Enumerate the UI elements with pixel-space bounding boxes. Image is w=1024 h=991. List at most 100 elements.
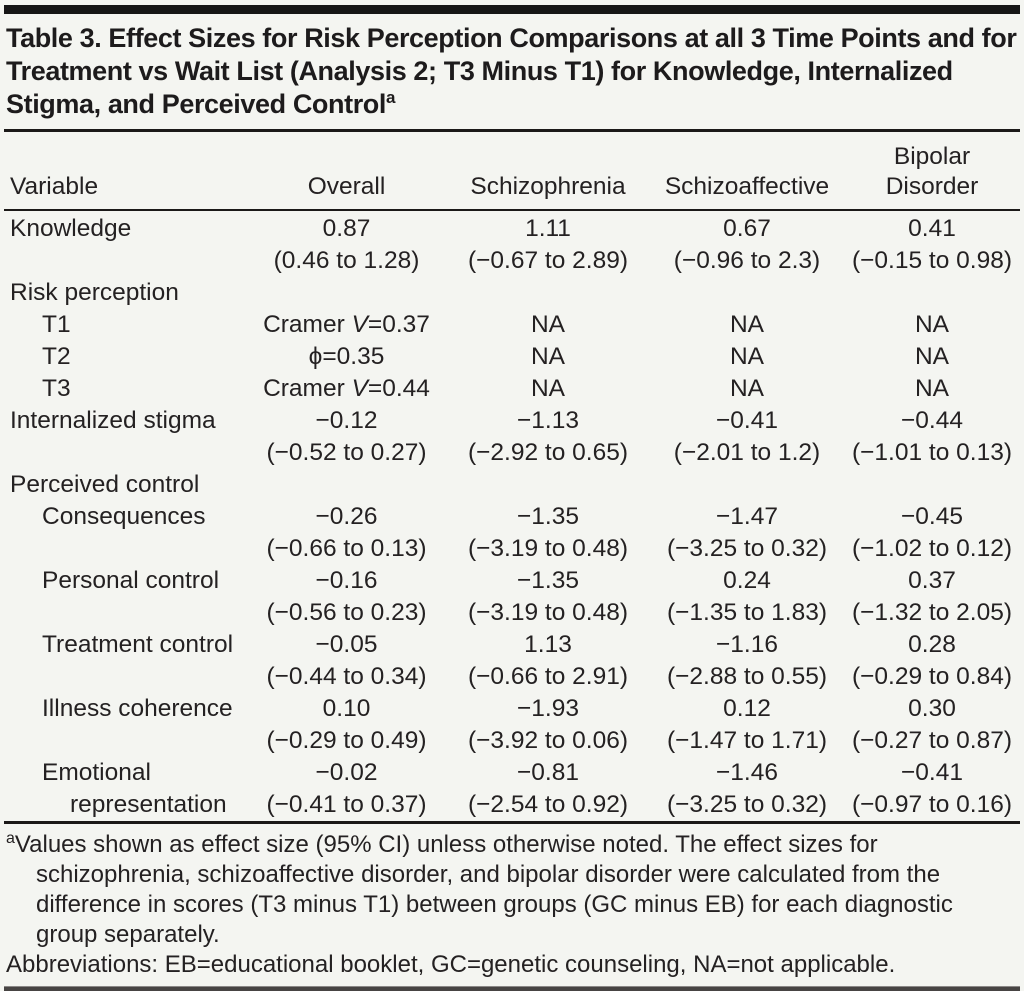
table-footnotes: aValues shown as effect size (95% CI) un… bbox=[6, 830, 1018, 980]
data-cell bbox=[446, 277, 650, 309]
row-label: Knowledge bbox=[10, 215, 132, 242]
data-cell: −1.16 (−2.88 to 0.55) bbox=[650, 629, 844, 693]
table-title-text: Table 3. Effect Sizes for Risk Perceptio… bbox=[6, 23, 1017, 119]
data-cell bbox=[844, 277, 1020, 309]
table-row: Internalized stigma −0.12 (−0.52 to 0.27) −… bbox=[4, 405, 1020, 469]
table-row: Personal control −0.16 (−0.56 to 0.23) −1.3… bbox=[4, 565, 1020, 629]
effect-size-value: −1.16 bbox=[716, 631, 778, 658]
table-row: T1 Cramer V=0.37 NA NA NA bbox=[4, 309, 1020, 341]
confidence-interval: (−2.01 to 1.2) bbox=[673, 439, 821, 466]
row-label: T2 bbox=[42, 343, 71, 370]
row-label: Emotional representation bbox=[42, 759, 227, 818]
data-cell: 0.41 (−0.15 to 0.98) bbox=[844, 210, 1020, 277]
effect-size-value: −0.41 bbox=[901, 759, 963, 786]
effect-size-value: NA bbox=[914, 375, 950, 402]
confidence-interval: (−2.54 to 0.92) bbox=[467, 791, 629, 818]
table-header: Variable Overall Schizophrenia Schizoaff… bbox=[4, 130, 1020, 211]
data-cell: −1.35 (−3.19 to 0.48) bbox=[446, 501, 650, 565]
data-cell: 0.37 (−1.32 to 2.05) bbox=[844, 565, 1020, 629]
table-row: Treatment control −0.05 (−0.44 to 0.34) 1.1… bbox=[4, 629, 1020, 693]
row-label: Personal control bbox=[42, 567, 220, 594]
confidence-interval: (−3.19 to 0.48) bbox=[467, 535, 629, 562]
table-top-rule bbox=[4, 5, 1020, 14]
confidence-interval: (−0.15 to 0.98) bbox=[851, 247, 1013, 274]
effect-size-value: 0.12 bbox=[723, 695, 771, 722]
confidence-interval: (−3.25 to 0.32) bbox=[666, 791, 828, 818]
data-cell bbox=[247, 469, 446, 501]
confidence-interval: (0.46 to 1.28) bbox=[273, 247, 420, 274]
effect-size-value: 0.67 bbox=[723, 215, 771, 242]
effect-size-value: NA bbox=[530, 311, 566, 338]
footnote-a-marker: a bbox=[6, 830, 15, 847]
section-row: Risk perception bbox=[4, 277, 1020, 309]
table-title: Table 3. Effect Sizes for Risk Perceptio… bbox=[6, 22, 1018, 121]
row-label: Treatment control bbox=[42, 631, 234, 658]
data-cell: ϕ=0.35 bbox=[247, 341, 446, 373]
row-label: Consequences bbox=[42, 503, 206, 530]
row-label: Perceived control bbox=[10, 471, 200, 498]
data-cell bbox=[650, 469, 844, 501]
table-row: Illness coherence 0.10 (−0.29 to 0.49) −1.9… bbox=[4, 693, 1020, 757]
confidence-interval: (−0.97 to 0.16) bbox=[851, 791, 1013, 818]
confidence-interval: (−1.47 to 1.71) bbox=[666, 727, 828, 754]
effect-size-value: −0.44 bbox=[901, 407, 963, 434]
effect-size-value: −0.41 bbox=[716, 407, 778, 434]
effect-size-value: 1.11 bbox=[525, 215, 571, 242]
confidence-interval: (−0.29 to 0.84) bbox=[851, 663, 1013, 690]
table-row: Emotional representation −0.02 (−0.41 to 0.… bbox=[4, 757, 1020, 823]
section-row: Perceived control bbox=[4, 469, 1020, 501]
effect-size-value: −1.35 bbox=[517, 503, 579, 530]
data-cell: 0.24 (−1.35 to 1.83) bbox=[650, 565, 844, 629]
data-cell: −0.12 (−0.52 to 0.27) bbox=[247, 405, 446, 469]
confidence-interval: (−0.44 to 0.34) bbox=[266, 663, 427, 690]
data-cell: −0.41 (−2.01 to 1.2) bbox=[650, 405, 844, 469]
footnote-a-text: Values shown as effect size (95% CI) unl… bbox=[14, 831, 953, 948]
data-cell: −1.35 (−3.19 to 0.48) bbox=[446, 565, 650, 629]
effect-size-value: NA bbox=[530, 343, 566, 370]
data-cell: 0.12 (−1.47 to 1.71) bbox=[650, 693, 844, 757]
table-row: Knowledge 0.87 (0.46 to 1.28) 1.11 (−0.67 to… bbox=[4, 210, 1020, 277]
effect-size-table: Variable Overall Schizophrenia Schizoaff… bbox=[4, 129, 1020, 824]
data-cell: NA bbox=[446, 341, 650, 373]
confidence-interval: (−2.88 to 0.55) bbox=[666, 663, 828, 690]
data-cell: 0.87 (0.46 to 1.28) bbox=[247, 210, 446, 277]
effect-size-value: NA bbox=[729, 343, 765, 370]
row-label: Illness coherence bbox=[42, 695, 233, 722]
effect-size-value: 0.30 bbox=[908, 695, 956, 722]
data-cell: −1.93 (−3.92 to 0.06) bbox=[446, 693, 650, 757]
data-cell: 0.67 (−0.96 to 2.3) bbox=[650, 210, 844, 277]
table-row: Consequences −0.26 (−0.66 to 0.13) −1.35 (−3… bbox=[4, 501, 1020, 565]
effect-size-value: Cramer V=0.37 bbox=[263, 311, 430, 338]
effect-size-value: −0.16 bbox=[315, 567, 378, 594]
data-cell: NA bbox=[446, 309, 650, 341]
effect-size-value: NA bbox=[914, 311, 950, 338]
abbreviations-note: Abbreviations: EB=educational booklet, G… bbox=[6, 951, 896, 978]
data-cell: −0.81 (−2.54 to 0.92) bbox=[446, 757, 650, 823]
table-bottom-rule bbox=[4, 986, 1020, 991]
effect-size-value: 0.37 bbox=[908, 567, 956, 594]
effect-size-value: 0.41 bbox=[908, 215, 956, 242]
column-header-bipolar-disorder: Bipolar Disorder bbox=[844, 130, 1020, 211]
column-header-variable: Variable bbox=[4, 130, 247, 211]
effect-size-value: NA bbox=[729, 311, 765, 338]
effect-size-value: −1.35 bbox=[517, 567, 579, 594]
data-cell: NA bbox=[650, 341, 844, 373]
table-row: T2 ϕ=0.35 NA NA NA bbox=[4, 341, 1020, 373]
data-cell: NA bbox=[844, 309, 1020, 341]
confidence-interval: (−0.41 to 0.37) bbox=[266, 791, 427, 818]
effect-size-value: −0.26 bbox=[315, 503, 378, 530]
effect-size-value: 0.28 bbox=[908, 631, 956, 658]
confidence-interval: (−0.27 to 0.87) bbox=[851, 727, 1013, 754]
confidence-interval: (−0.67 to 2.89) bbox=[467, 247, 629, 274]
effect-size-value: 1.13 bbox=[524, 631, 572, 658]
effect-size-value: −1.46 bbox=[716, 759, 778, 786]
data-cell: −0.02 (−0.41 to 0.37) bbox=[247, 757, 446, 823]
effect-size-value: Cramer V=0.44 bbox=[263, 375, 430, 402]
data-cell bbox=[650, 277, 844, 309]
effect-size-value: −0.02 bbox=[315, 759, 378, 786]
confidence-interval: (−0.66 to 2.91) bbox=[467, 663, 629, 690]
row-label: T3 bbox=[42, 375, 71, 402]
data-cell: 1.13 (−0.66 to 2.91) bbox=[446, 629, 650, 693]
effect-size-value: 0.24 bbox=[723, 567, 771, 594]
row-label: Risk perception bbox=[10, 279, 179, 306]
